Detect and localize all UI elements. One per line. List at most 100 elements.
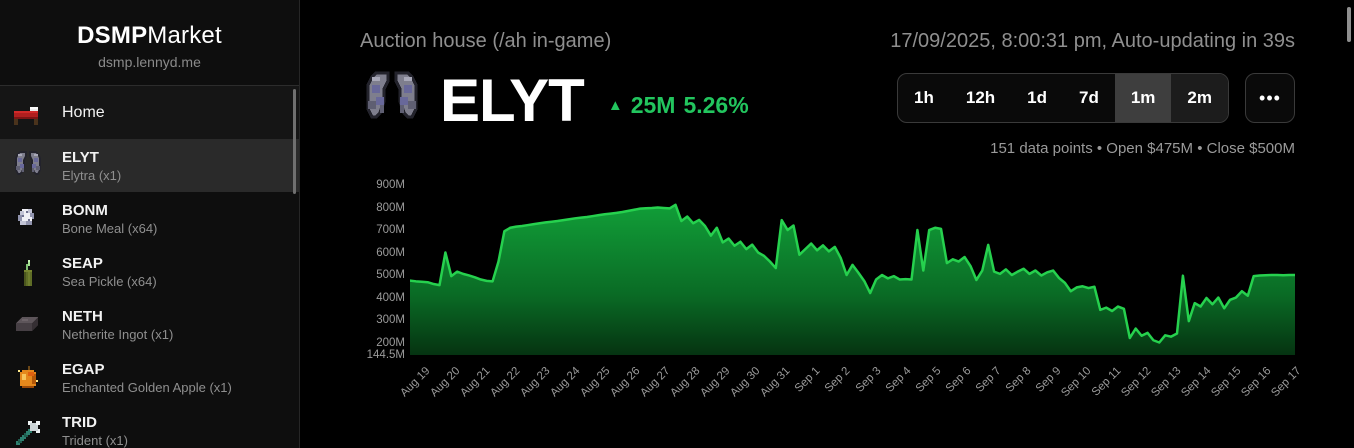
page-scrollbar-thumb[interactable] <box>1347 7 1351 42</box>
sidebar-header: DSMPMarket dsmp.lennyd.me <box>0 0 299 86</box>
chart-area-fill <box>410 204 1295 355</box>
y-axis: 900M 800M 700M 600M 500M 400M 300M 200M 144.5M <box>360 179 410 361</box>
server-address: dsmp.lennyd.me <box>98 53 201 70</box>
auto-update-status: 17/09/2025, 8:00:31 pm, Auto-updating in… <box>890 30 1295 52</box>
y-tick-label: 144.5M <box>366 349 405 361</box>
y-tick-label: 300M <box>376 314 405 326</box>
x-tick-label: Sep 8 <box>1003 365 1034 395</box>
sidebar-item-neth[interactable]: NETH Netherite Ingot (x1) <box>0 298 299 351</box>
y-tick-label: 700M <box>376 224 405 237</box>
x-tick-label: Aug 29 <box>698 365 733 400</box>
x-tick-label: Sep 7 <box>973 365 1004 395</box>
brand-logo: DSMPMarket <box>77 22 222 50</box>
change-percent: 5.26% <box>683 91 749 118</box>
x-tick-label: Sep 4 <box>883 365 914 395</box>
range-button-group: 1h 12h 1d 7d 1m 2m <box>897 73 1229 123</box>
sidebar-item-elyt[interactable]: ELYT Elytra (x1) <box>0 139 299 192</box>
item-description: Elytra (x1) <box>62 167 122 183</box>
item-code: TRID <box>62 413 97 431</box>
main-content: Auction house (/ah in-game) 17/09/2025, … <box>300 0 1354 448</box>
x-tick-label: Sep 15 <box>1209 365 1244 400</box>
item-code: NETH <box>62 307 103 325</box>
x-tick-label: Aug 19 <box>398 365 433 400</box>
netherite-ingot-icon <box>11 308 45 342</box>
bone-meal-icon <box>11 202 45 236</box>
change-amount: 25M <box>630 91 676 118</box>
chart-price-line <box>410 203 1295 344</box>
x-tick-label: Sep 6 <box>943 365 974 395</box>
chart-plot-area[interactable] <box>410 183 1295 355</box>
bed-icon <box>11 96 45 130</box>
x-tick-label: Sep 17 <box>1269 365 1304 400</box>
x-tick-label: Sep 16 <box>1239 365 1274 400</box>
trident-icon <box>11 414 45 448</box>
range-button-1d[interactable]: 1d <box>1011 74 1063 122</box>
elytra-icon <box>11 149 45 183</box>
symbol-name: ELYT <box>440 67 585 134</box>
up-arrow-icon: ▲ <box>607 96 623 114</box>
sidebar-item-list: Home ELYT Elytra (x1) BONM Bone Meal (x6… <box>0 86 299 448</box>
range-button-1h[interactable]: 1h <box>898 74 950 122</box>
x-tick-label: Aug 30 <box>728 365 763 400</box>
symbol-block: ELYT ▲ 25M 5.26% <box>360 69 749 133</box>
price-chart: 900M 800M 700M 600M 500M 400M 300M 200M 144.5M A… <box>360 179 1304 433</box>
timeframe-controls: 1h 12h 1d 7d 1m 2m ••• <box>897 73 1295 123</box>
x-tick-label: Aug 24 <box>548 365 583 400</box>
x-tick-label: Sep 13 <box>1149 365 1184 400</box>
page-title: Auction house (/ah in-game) <box>360 30 612 52</box>
sidebar-scrollbar-thumb[interactable] <box>293 89 296 194</box>
golden-apple-icon <box>11 361 45 395</box>
item-description: Sea Pickle (x64) <box>62 273 157 289</box>
range-button-7d[interactable]: 7d <box>1063 74 1115 122</box>
y-tick-label: 800M <box>376 201 405 214</box>
x-tick-label: Sep 10 <box>1058 365 1094 400</box>
sidebar-item-egap[interactable]: EGAP Enchanted Golden Apple (x1) <box>0 351 299 404</box>
item-code: BONM <box>62 201 108 219</box>
item-description: Enchanted Golden Apple (x1) <box>62 379 232 395</box>
x-tick-label: Sep 1 <box>793 365 823 395</box>
x-tick-label: Aug 26 <box>608 365 643 400</box>
chart-stats-line: 151 data points • Open $475M • Close $50… <box>990 140 1295 157</box>
sidebar: DSMPMarket dsmp.lennyd.me Home ELYT Elyt… <box>0 0 300 448</box>
y-tick-label: 200M <box>376 336 405 349</box>
x-tick-label: Sep 12 <box>1119 365 1154 400</box>
x-tick-label: Sep 3 <box>853 365 884 395</box>
y-tick-label: 600M <box>376 246 405 259</box>
item-description: Bone Meal (x64) <box>62 220 158 236</box>
x-tick-label: Sep 14 <box>1179 365 1214 400</box>
sidebar-item-seap[interactable]: SEAP Sea Pickle (x64) <box>0 245 299 298</box>
elytra-icon <box>360 69 424 133</box>
x-axis: Aug 19 Aug 20 Aug 21 Aug 22 Aug 23 Aug 24 Aug … <box>398 355 1303 433</box>
sidebar-item-bonm[interactable]: BONM Bone Meal (x64) <box>0 192 299 245</box>
brand-bold: DSMP <box>77 21 148 49</box>
range-button-2m[interactable]: 2m <box>1171 74 1228 122</box>
x-tick-label: Aug 27 <box>638 365 673 400</box>
more-options-button[interactable]: ••• <box>1245 73 1295 123</box>
x-tick-label: Aug 20 <box>428 365 463 400</box>
x-tick-label: Aug 23 <box>518 365 553 400</box>
x-tick-label: Aug 25 <box>578 365 613 400</box>
item-code: ELYT <box>62 148 99 166</box>
range-button-1m[interactable]: 1m <box>1114 74 1172 122</box>
x-tick-label: Aug 21 <box>458 365 493 400</box>
brand-rest: Market <box>147 21 222 49</box>
x-tick-label: Aug 31 <box>758 365 793 400</box>
x-tick-label: Sep 11 <box>1089 365 1124 399</box>
item-code: SEAP <box>62 254 103 272</box>
x-tick-label: Aug 22 <box>488 365 523 400</box>
sidebar-item-home[interactable]: Home <box>0 86 299 139</box>
x-tick-label: Sep 5 <box>913 365 944 395</box>
y-tick-label: 400M <box>376 291 405 304</box>
item-code: EGAP <box>62 360 105 378</box>
item-code: Home <box>62 104 105 121</box>
range-button-12h[interactable]: 12h <box>950 74 1011 122</box>
price-change: ▲ 25M 5.26% <box>608 92 749 119</box>
x-tick-label: Aug 28 <box>668 365 703 400</box>
item-description: Trident (x1) <box>62 432 128 448</box>
y-tick-label: 900M <box>376 179 405 192</box>
sea-pickle-icon <box>11 255 45 289</box>
item-description: Netherite Ingot (x1) <box>62 326 174 342</box>
sidebar-item-trid[interactable]: TRID Trident (x1) <box>0 404 299 448</box>
x-tick-label: Sep 2 <box>823 365 853 395</box>
y-tick-label: 500M <box>376 269 405 282</box>
